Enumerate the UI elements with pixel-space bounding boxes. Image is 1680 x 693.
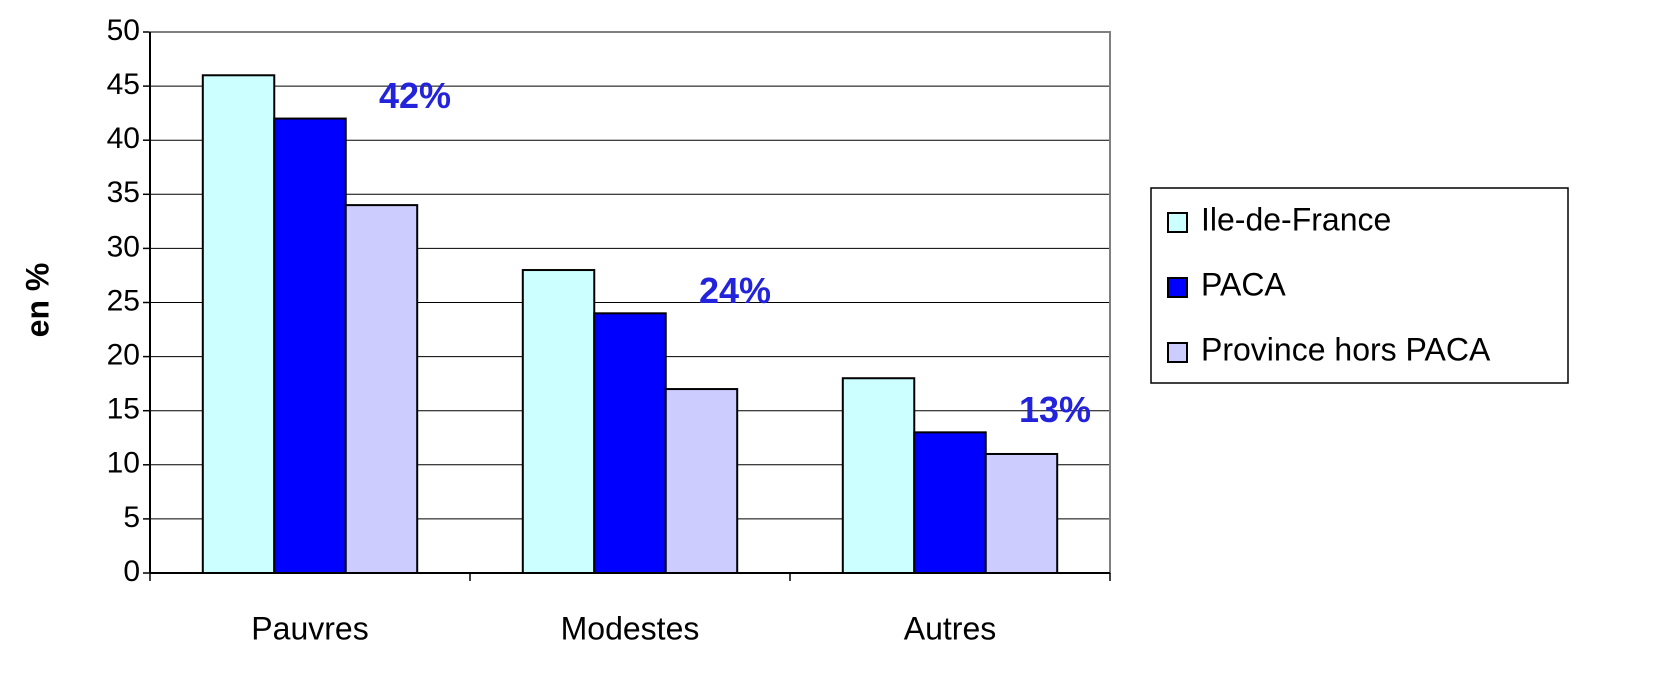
x-tick-label: Modestes: [561, 610, 700, 646]
y-tick-label: 25: [107, 284, 140, 317]
value-label: 13%: [1019, 389, 1091, 430]
legend-swatch: [1167, 342, 1188, 363]
y-tick-label: 15: [107, 393, 140, 426]
bar: [593, 312, 667, 574]
bar: [984, 452, 1059, 575]
legend-label: Ile-de-France: [1201, 201, 1391, 237]
legend-swatch: [1167, 277, 1188, 298]
y-tick-label: 20: [107, 339, 140, 372]
y-tick-label: 50: [107, 14, 140, 47]
x-tick-label: Pauvres: [251, 610, 368, 646]
value-label: 24%: [699, 270, 771, 311]
bar: [913, 431, 987, 574]
y-axis-label: en %: [19, 263, 55, 338]
bar: [344, 204, 419, 574]
bar: [664, 388, 739, 574]
bar: [273, 117, 347, 574]
bar: [201, 74, 276, 574]
y-tick-label: 40: [107, 122, 140, 155]
legend-swatch: [1167, 212, 1188, 233]
legend-label: PACA: [1201, 266, 1286, 302]
y-tick-label: 30: [107, 230, 140, 263]
bar: [841, 377, 916, 574]
y-tick-label: 5: [123, 501, 140, 534]
x-tick-label: Autres: [904, 610, 996, 646]
bar: [521, 269, 596, 574]
y-tick-label: 35: [107, 176, 140, 209]
y-tick-label: 0: [123, 555, 140, 588]
legend-label: Province hors PACA: [1201, 331, 1491, 367]
y-tick-label: 45: [107, 68, 140, 101]
legend-box: [1150, 187, 1569, 384]
y-tick-label: 10: [107, 447, 140, 480]
value-label: 42%: [379, 75, 451, 116]
